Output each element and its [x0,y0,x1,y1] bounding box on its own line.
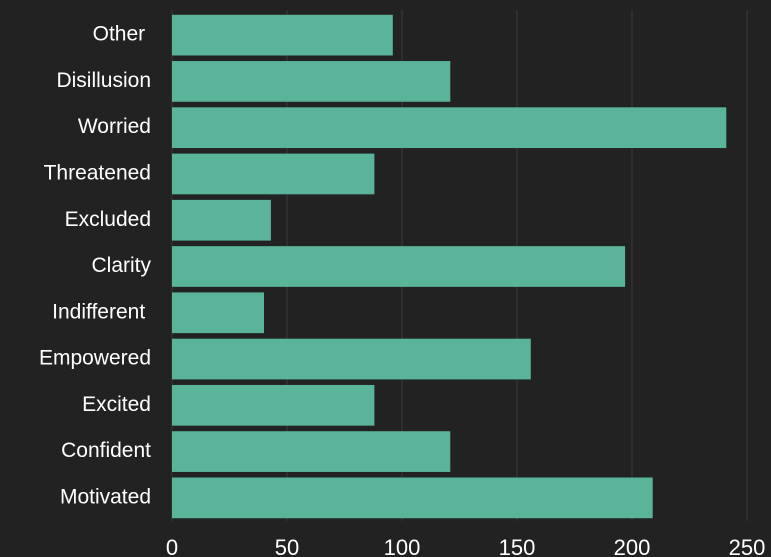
bar [172,246,626,287]
bar [172,107,727,149]
bar [172,14,393,56]
bar [172,153,375,195]
bar [172,431,451,472]
bar [172,384,375,426]
x-tick-label: 0 [166,535,178,557]
y-tick-label: Threatened [44,162,151,185]
x-tick-label: 100 [384,535,421,557]
y-tick-label: Empowered [39,347,151,370]
y-tick-label: Disillusion [56,69,151,92]
x-tick-label: 50 [275,535,299,557]
bar [172,338,531,380]
y-tick-label: Other [93,23,151,46]
y-tick-label: Clarity [91,254,151,277]
y-tick-label: Worried [78,115,151,138]
y-tick-label: Excluded [65,208,151,231]
x-tick-label: 150 [499,535,536,557]
bar [172,199,271,241]
y-tick-label: Excited [82,393,151,416]
bar [172,292,264,334]
bar [172,477,653,519]
bar [172,61,451,102]
y-tick-label: Indifferent [52,300,151,323]
y-tick-label: Motivated [60,485,151,508]
x-tick-label: 250 [729,535,766,557]
x-tick-label: 200 [614,535,651,557]
y-tick-label: Confident [61,439,151,462]
